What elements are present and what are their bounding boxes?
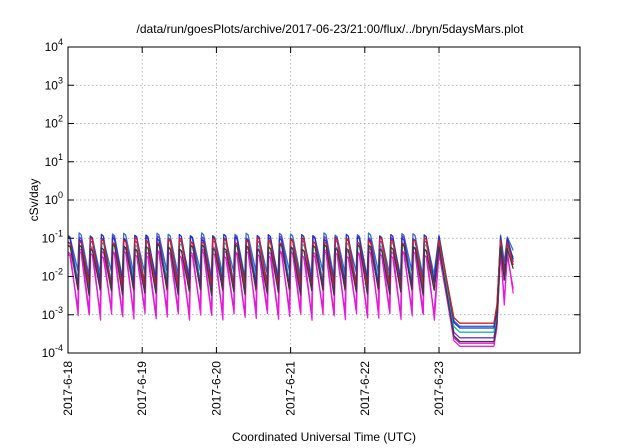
chart-title: /data/run/goesPlots/archive/2017-06-23/2… [137,22,525,36]
y-tick-label: 10-2 [42,267,63,284]
x-axis-label: Coordinated Universal Time (UTC) [232,430,416,444]
y-tick-label: 100 [45,190,63,207]
y-tick-label: 10-3 [42,305,63,322]
x-tick-label: 2017-6-19 [135,361,149,416]
y-axis-label: cSv/day [27,179,41,222]
x-tick-label: 2017-6-23 [432,361,446,416]
series-group [67,232,514,347]
x-axis: 2017-6-18 2017-6-19 2017-6-20 2017-6-21 2017… [61,47,446,416]
y-tick-label: 10-1 [42,228,63,245]
x-tick-label: 2017-6-18 [61,361,75,416]
y-tick-label: 102 [45,114,63,131]
x-tick-label: 2017-6-22 [358,361,372,416]
x-tick-label: 2017-6-21 [284,361,298,416]
y-tick-label: 104 [45,37,63,54]
y-axis: 10-4 10-3 10-2 10-1 100 101 102 103 104 [42,37,580,360]
x-tick-label: 2017-6-20 [209,361,223,416]
y-tick-label: 103 [45,75,63,92]
series-line [67,243,514,343]
y-tick-label: 10-4 [42,343,63,360]
y-tick-label: 101 [45,152,63,169]
